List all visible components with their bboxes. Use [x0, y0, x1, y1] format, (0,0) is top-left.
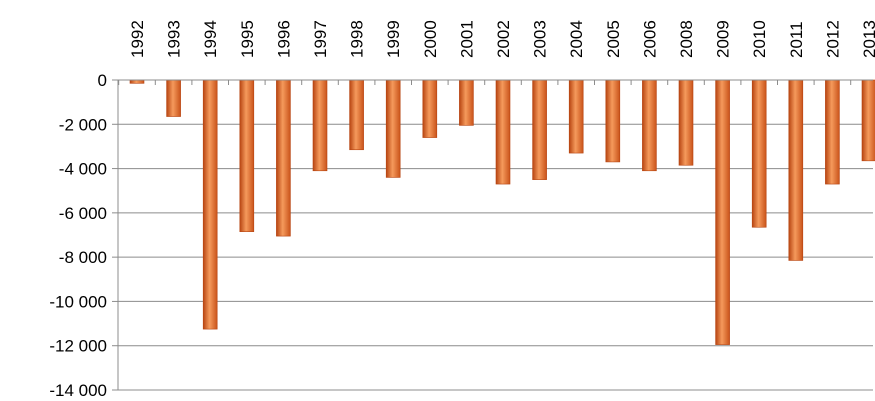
x-category-label-1993: 1993: [165, 20, 184, 58]
bar-2004: [568, 79, 584, 154]
x-category-label-1999: 1999: [384, 20, 403, 58]
x-category-label-2003: 2003: [531, 20, 550, 58]
bar-1996: [276, 79, 291, 237]
x-category-label-2008: 2008: [677, 20, 696, 58]
bar-1998: [349, 79, 364, 151]
bar-1995: [239, 79, 255, 232]
x-category-label-1997: 1997: [311, 20, 330, 58]
bar-2005: [605, 79, 621, 163]
y-tick-label-1: -2 000: [59, 115, 107, 134]
bar-1999: [385, 79, 401, 178]
bar-1993: [166, 79, 181, 117]
x-category-label-2002: 2002: [494, 20, 513, 58]
x-category-label-1992: 1992: [128, 20, 147, 58]
bars: [129, 79, 875, 345]
x-category-label-2011: 2011: [787, 21, 806, 58]
x-category-label-2009: 2009: [714, 20, 733, 58]
y-tick-label-3: -6 000: [59, 204, 107, 223]
bar-2001: [459, 79, 474, 126]
x-category-label-2010: 2010: [750, 20, 769, 58]
x-category-label-2013: 2013: [860, 20, 875, 58]
y-tick-label-7: -14 000: [49, 381, 107, 400]
y-tick-label-5: -10 000: [49, 292, 107, 311]
x-category-label-2000: 2000: [421, 20, 440, 58]
bar-2010: [751, 79, 767, 228]
x-category-label-2004: 2004: [567, 20, 586, 58]
y-tick-label-2: -4 000: [59, 160, 107, 179]
bar-2000: [422, 79, 438, 138]
x-category-label-2005: 2005: [604, 20, 623, 58]
x-category-label-1994: 1994: [201, 20, 220, 58]
y-tick-label-4: -8 000: [59, 248, 107, 267]
y-tick-label-0: 0: [98, 71, 107, 90]
bar-2008: [678, 79, 694, 166]
x-category-label-2001: 2001: [457, 20, 476, 58]
bar-2009: [715, 79, 730, 345]
bar-2013: [861, 79, 875, 162]
x-category-label-1998: 1998: [348, 20, 367, 58]
labels: 0 -2 000 -4 000 -6 000 -8 000 -10 000 -12 000 -…: [49, 20, 875, 400]
bar-1994: [202, 79, 218, 330]
y-tick-label-6: -12 000: [49, 337, 107, 356]
bar-2011: [788, 79, 804, 261]
x-category-label-1995: 1995: [238, 20, 257, 58]
x-category-label-2012: 2012: [823, 20, 842, 58]
x-category-label-1996: 1996: [274, 20, 293, 58]
bar-1997: [312, 79, 328, 172]
x-category-label-2006: 2006: [640, 20, 659, 58]
axes: [117, 79, 873, 390]
bar-2012: [825, 79, 840, 185]
bar-2002: [495, 79, 511, 185]
bar-2006: [642, 79, 657, 172]
bar-2003: [532, 79, 547, 180]
